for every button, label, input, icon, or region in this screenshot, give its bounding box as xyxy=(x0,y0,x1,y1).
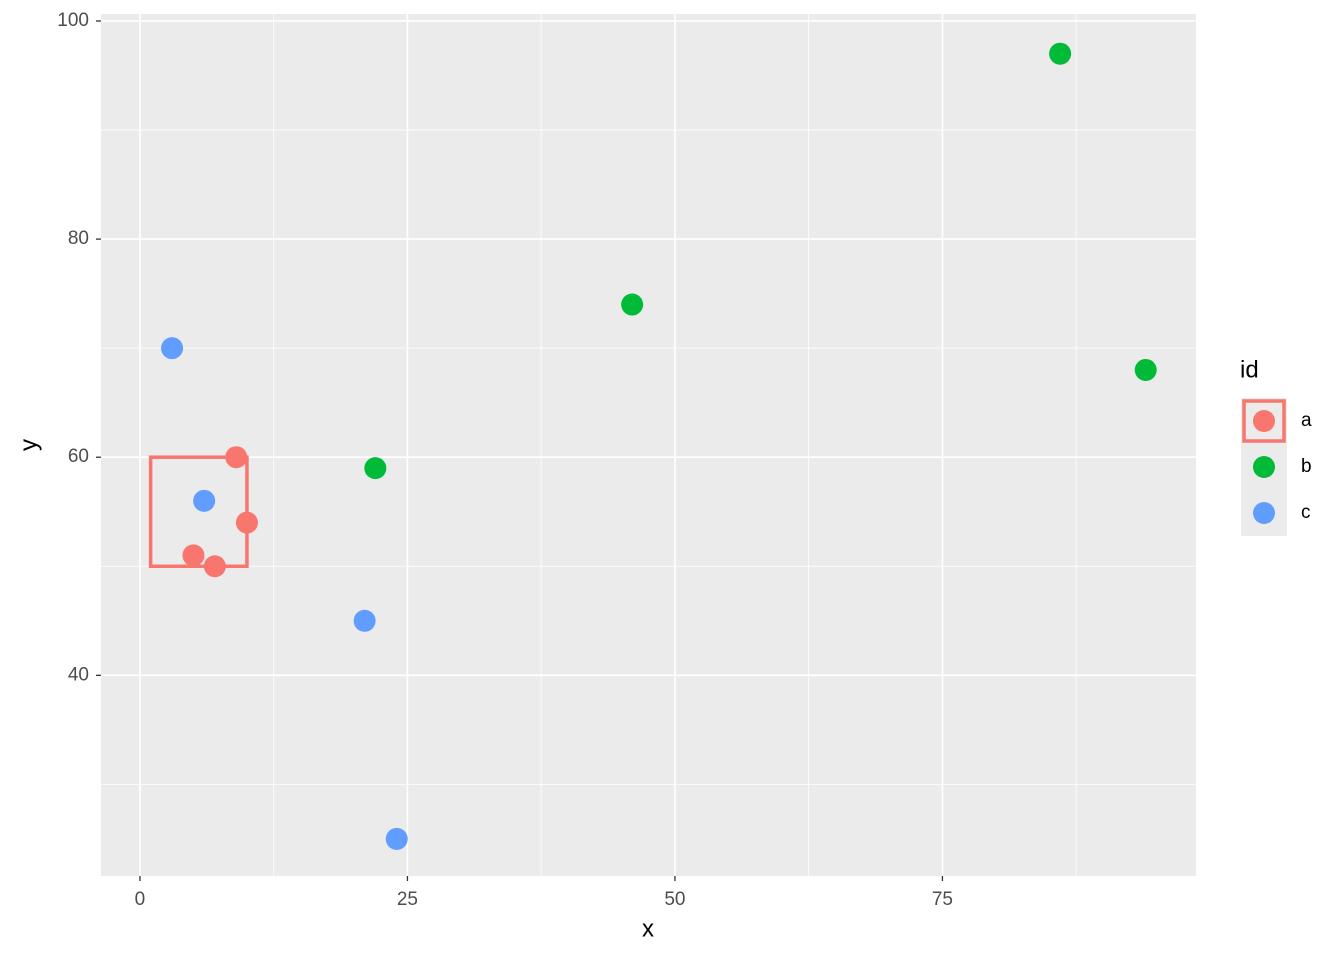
legend-key xyxy=(1253,502,1275,524)
point xyxy=(161,337,184,360)
x-tick-label: 0 xyxy=(135,889,146,910)
legend-highlight xyxy=(1242,399,1286,443)
legend-title: id xyxy=(1240,356,1259,383)
y-tick-label: 60 xyxy=(68,446,89,467)
x-tick-label: 75 xyxy=(932,889,953,910)
point xyxy=(225,446,248,469)
point xyxy=(364,457,387,480)
y-tick-label: 100 xyxy=(57,10,89,31)
point xyxy=(385,827,408,850)
point xyxy=(203,555,226,578)
y-axis-title: y xyxy=(15,439,42,451)
point xyxy=(353,609,376,632)
plot-panel xyxy=(101,14,1196,876)
x-tick-label: 25 xyxy=(397,889,418,910)
point xyxy=(621,293,644,316)
point xyxy=(193,489,216,512)
y-tick-label: 40 xyxy=(68,664,89,685)
point xyxy=(235,511,258,534)
point xyxy=(1049,42,1072,65)
legend-label: c xyxy=(1301,502,1311,523)
y-tick-label: 80 xyxy=(68,228,89,249)
legend-key xyxy=(1253,456,1275,478)
legend-label: a xyxy=(1301,410,1312,431)
legend-label: b xyxy=(1301,456,1312,477)
x-axis-title: x xyxy=(642,915,654,942)
legend-key xyxy=(1253,410,1275,432)
point xyxy=(182,544,205,567)
point xyxy=(1134,358,1157,381)
x-tick-label: 50 xyxy=(664,889,685,910)
